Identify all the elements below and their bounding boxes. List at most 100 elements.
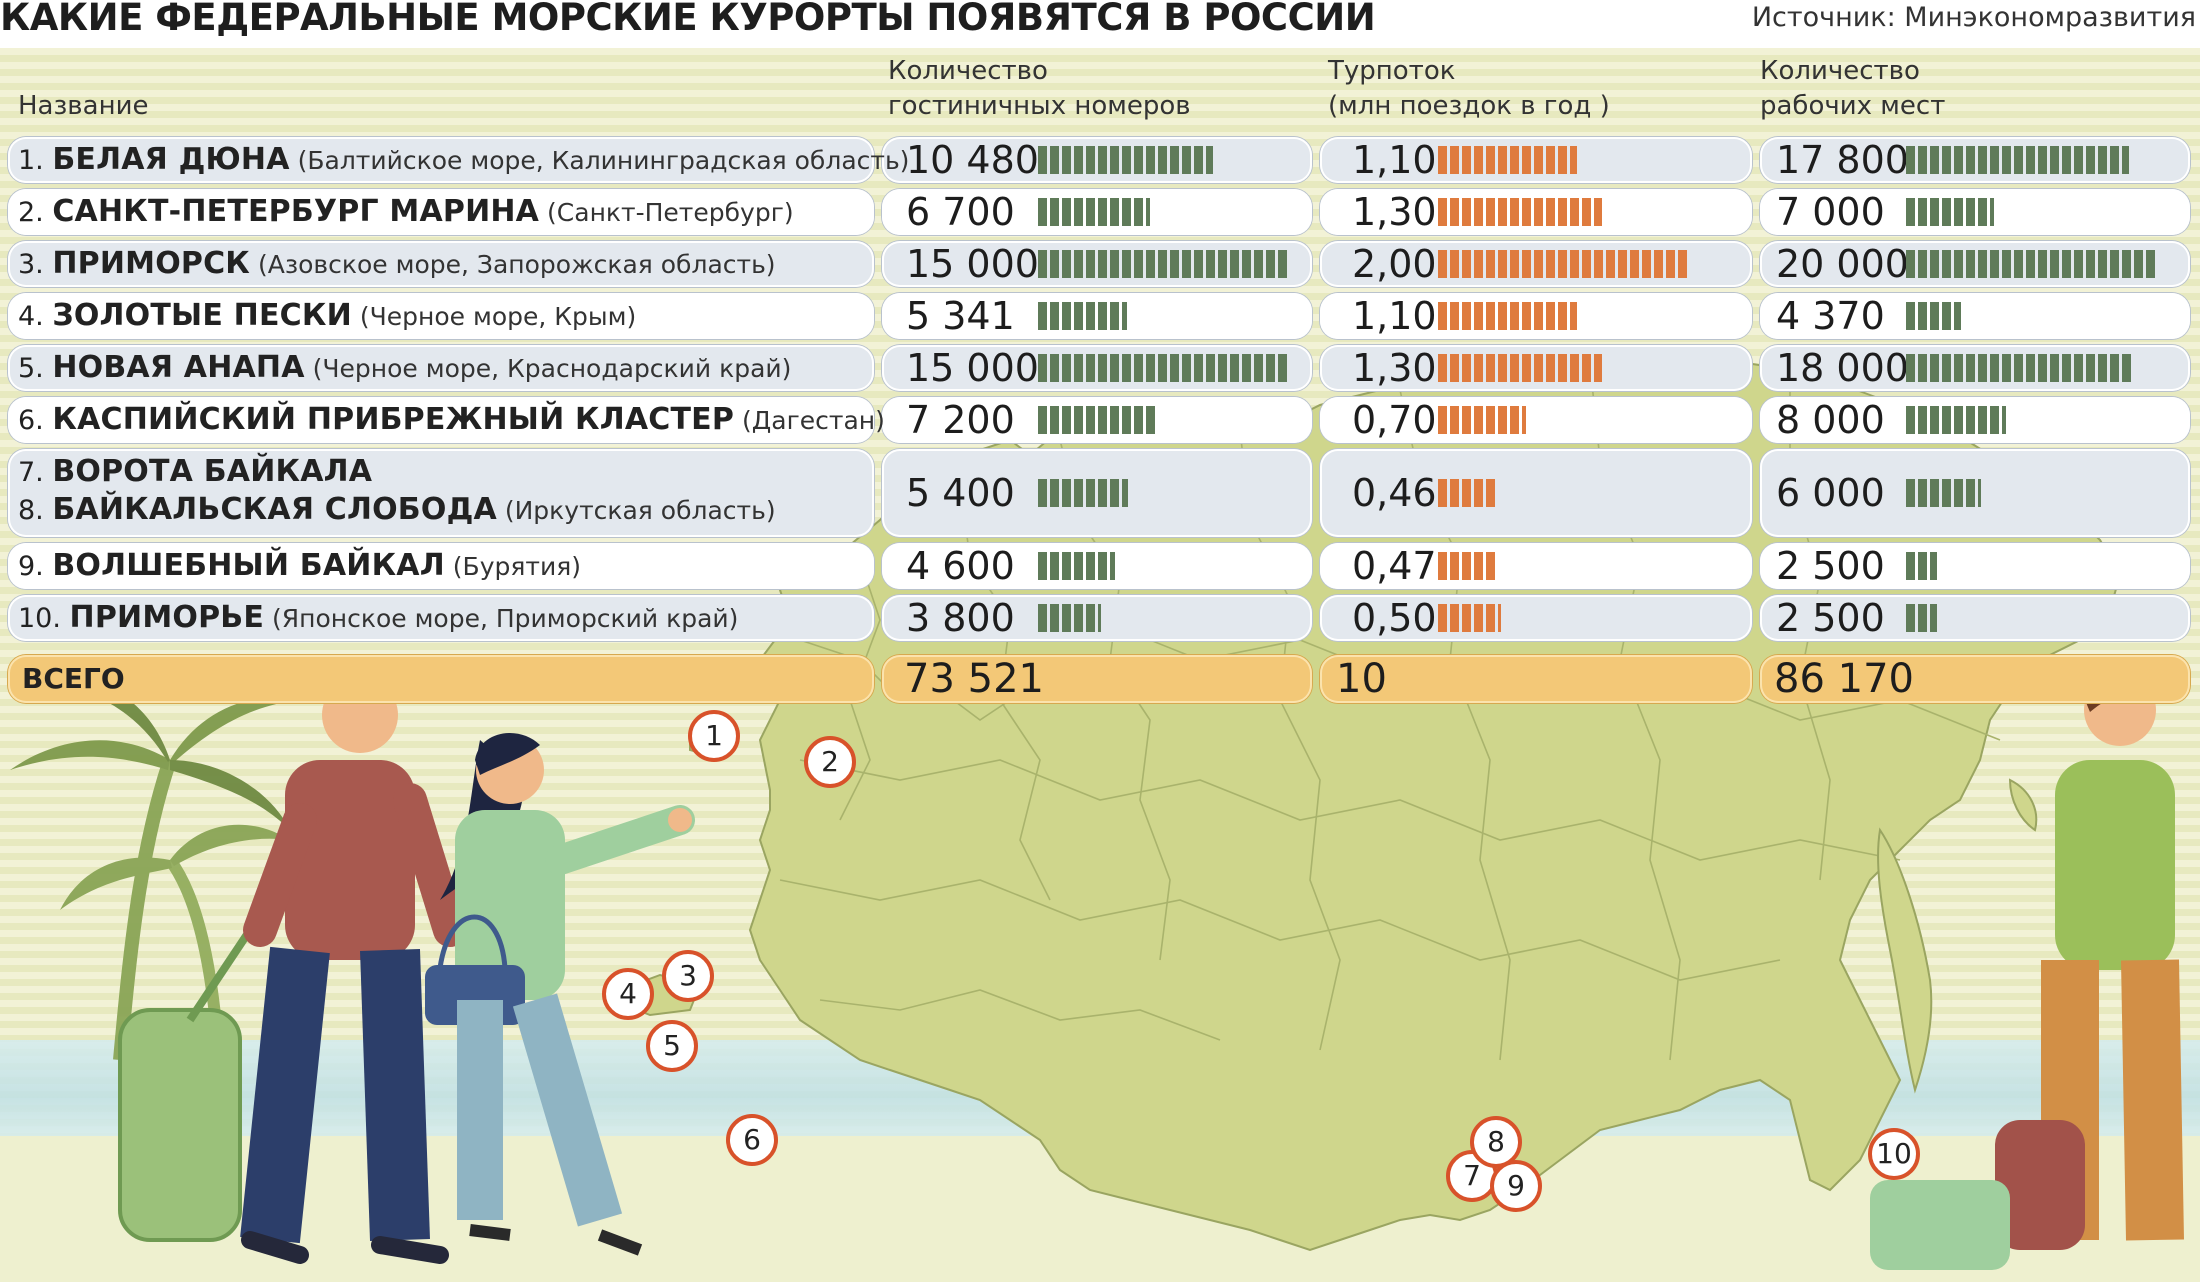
resort-region: (Черное море, Краснодарский край) <box>304 354 792 383</box>
traveler-man <box>118 658 467 1264</box>
row-7-flow-cell <box>1320 449 1752 537</box>
column-header-name: Название <box>18 91 149 121</box>
row-1-name-cell <box>8 137 874 183</box>
flow-bar <box>1438 250 1687 278</box>
map-marker-10: 10 <box>1868 1128 1920 1180</box>
flow-value: 0,47 <box>1352 544 1437 588</box>
map-marker-8: 8 <box>1470 1116 1522 1168</box>
rooms-bar <box>1038 250 1287 278</box>
resort-title: БАЙКАЛЬСКАЯ СЛОБОДА <box>52 492 497 527</box>
resort-title: БЕЛАЯ ДЮНА <box>52 142 290 177</box>
jobs-value: 4 370 <box>1776 294 1885 338</box>
resort-number: 8. <box>18 495 53 526</box>
resort-title: ПРИМОРЬЕ <box>69 600 265 635</box>
jobs-value: 17 800 <box>1776 138 1909 182</box>
total-jobs-value: 86 170 <box>1774 656 1914 702</box>
rooms-value: 4 600 <box>906 544 1015 588</box>
resort-number: 5. <box>18 353 53 384</box>
rooms-bar <box>1038 302 1127 330</box>
row-6-name-cell <box>8 397 874 443</box>
flow-bar <box>1438 406 1526 434</box>
jobs-bar <box>1906 198 1994 226</box>
rooms-value: 6 700 <box>906 190 1015 234</box>
row-8-flow-cell <box>1320 543 1752 589</box>
jobs-bar <box>1906 250 2155 278</box>
column-header-flow-line1: Турпоток <box>1328 56 1456 86</box>
total-rooms-value: 73 521 <box>904 656 1044 702</box>
total-flow-value: 10 <box>1336 656 1387 702</box>
resort-number: 10. <box>18 603 70 634</box>
total-name-cell <box>8 655 874 703</box>
flow-bar <box>1438 198 1602 226</box>
resort-name: 7. ВОРОТА БАЙКАЛА <box>18 455 372 490</box>
row-4-name-cell <box>8 293 874 339</box>
map-marker-1: 1 <box>688 710 740 762</box>
jobs-bar <box>1906 302 1961 330</box>
jobs-value: 7 000 <box>1776 190 1885 234</box>
resort-name: 4. ЗОЛОТЫЕ ПЕСКИ (Черное море, Крым) <box>18 299 636 334</box>
resort-name: 8. БАЙКАЛЬСКАЯ СЛОБОДА (Иркутская област… <box>18 493 776 528</box>
jobs-bar <box>1906 354 2131 382</box>
row-8-jobs-cell <box>1760 543 2190 589</box>
traveler-man-right <box>1870 674 2184 1270</box>
resort-number: 3. <box>18 249 53 280</box>
rooms-value: 15 000 <box>906 346 1039 390</box>
resort-name: 10. ПРИМОРЬЕ (Японское море, Приморский … <box>18 601 738 636</box>
rooms-value: 7 200 <box>906 398 1015 442</box>
total-rooms-cell <box>882 655 1312 703</box>
map-marker-2: 2 <box>804 736 856 788</box>
row-4-rooms-cell <box>882 293 1312 339</box>
column-header-flow-line2: (млн поездок в год ) <box>1328 91 1610 121</box>
column-header-rooms-line2: гостиничных номеров <box>888 91 1191 121</box>
resort-region: (Дагестан) <box>734 406 885 435</box>
rooms-value: 5 341 <box>906 294 1015 338</box>
jobs-bar <box>1906 552 1937 580</box>
row-2-name-cell <box>8 189 874 235</box>
row-8-rooms-cell <box>882 543 1312 589</box>
resort-region: (Японское море, Приморский край) <box>264 604 739 633</box>
resort-title: ВОЛШЕБНЫЙ БАЙКАЛ <box>52 548 445 583</box>
resort-name: 1. БЕЛАЯ ДЮНА (Балтийское море, Калининг… <box>18 143 909 178</box>
rooms-bar <box>1038 406 1155 434</box>
flow-value: 2,00 <box>1352 242 1437 286</box>
rooms-bar <box>1038 604 1101 632</box>
flow-bar <box>1438 552 1495 580</box>
total-flow-cell <box>1320 655 1752 703</box>
column-header-rooms-line1: Количество <box>888 56 1048 86</box>
map-marker-6: 6 <box>726 1114 778 1166</box>
row-4-jobs-cell <box>1760 293 2190 339</box>
row-5-name-cell <box>8 345 874 391</box>
row-6-rooms-cell <box>882 397 1312 443</box>
flow-bar <box>1438 146 1577 174</box>
rooms-value: 15 000 <box>906 242 1039 286</box>
resort-name: 6. КАСПИЙСКИЙ ПРИБРЕЖНЫЙ КЛАСТЕР (Дагест… <box>18 403 885 438</box>
resort-region: (Азовское море, Запорожская область) <box>250 250 776 279</box>
resort-region: (Иркутская область) <box>496 496 776 525</box>
traveler-woman <box>425 733 695 1256</box>
rooms-bar <box>1038 479 1128 507</box>
flow-value: 0,50 <box>1352 596 1437 640</box>
flow-value: 1,10 <box>1352 294 1437 338</box>
resort-title: КАСПИЙСКИЙ ПРИБРЕЖНЫЙ КЛАСТЕР <box>52 402 735 437</box>
row-9-jobs-cell <box>1760 595 2190 641</box>
resort-number: 9. <box>18 551 53 582</box>
resort-number: 6. <box>18 405 53 436</box>
row-9-flow-cell <box>1320 595 1752 641</box>
page-title: КАКИЕ ФЕДЕРАЛЬНЫЕ МОРСКИЕ КУРОРТЫ ПОЯВЯТ… <box>0 0 1376 39</box>
jobs-value: 6 000 <box>1776 471 1885 515</box>
row-7-rooms-cell <box>882 449 1312 537</box>
row-2-rooms-cell <box>882 189 1312 235</box>
flow-value: 1,30 <box>1352 190 1437 234</box>
resort-number: 1. <box>18 145 53 176</box>
rooms-bar <box>1038 354 1287 382</box>
resort-number: 7. <box>18 457 53 488</box>
resort-name: 3. ПРИМОРСК (Азовское море, Запорожская … <box>18 247 776 282</box>
resort-number: 4. <box>18 301 53 332</box>
row-9-rooms-cell <box>882 595 1312 641</box>
row-7-name-cell <box>8 449 874 537</box>
resort-title: ЗОЛОТЫЕ ПЕСКИ <box>52 298 352 333</box>
resort-number: 2. <box>18 197 53 228</box>
resort-region: (Черное море, Крым) <box>351 302 637 331</box>
jobs-value: 2 500 <box>1776 596 1885 640</box>
jobs-bar <box>1906 406 2006 434</box>
